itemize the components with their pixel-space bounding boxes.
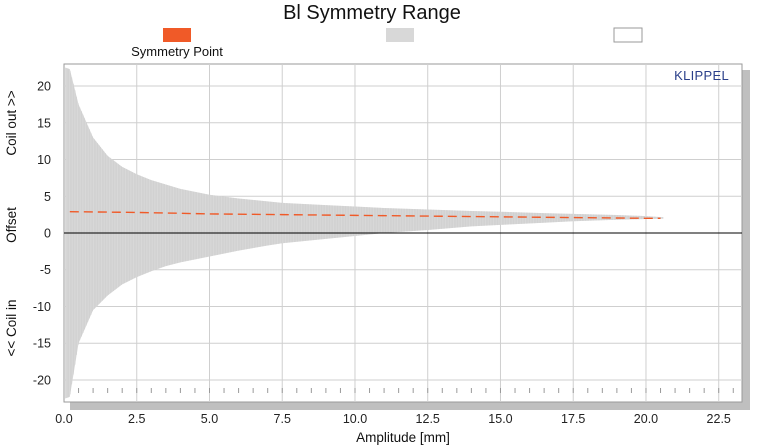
x-axis-title: Amplitude [mm] bbox=[356, 430, 450, 445]
plot-shadow-bottom bbox=[70, 402, 750, 410]
x-tick-label: 17.5 bbox=[561, 412, 585, 426]
y-tick-label: 15 bbox=[37, 116, 51, 130]
y-tick-label: 20 bbox=[37, 80, 51, 94]
minor-ticks bbox=[78, 388, 734, 393]
y-tick-labels: -20 -15 -10 -5 0 5 10 15 20 bbox=[33, 80, 51, 388]
brand-label: KLIPPEL bbox=[674, 68, 729, 83]
chart-title: Bl Symmetry Range bbox=[283, 2, 461, 24]
legend-label-0: Symmetry Point bbox=[131, 44, 223, 59]
y-tick-label: -10 bbox=[33, 300, 51, 314]
y-axis-title-top: Coil out >> bbox=[4, 90, 19, 155]
y-tick-label: -15 bbox=[33, 337, 51, 351]
x-tick-label: 12.5 bbox=[416, 412, 440, 426]
x-tick-label: 2.5 bbox=[128, 412, 145, 426]
legend-swatch-1 bbox=[386, 28, 414, 42]
x-tick-label: 20.0 bbox=[634, 412, 658, 426]
y-axis-title-bottom: << Coil in bbox=[4, 299, 19, 356]
legend-swatch-0 bbox=[163, 28, 191, 42]
y-tick-label: -20 bbox=[33, 373, 51, 387]
x-tick-label: 22.5 bbox=[707, 412, 731, 426]
x-tick-label: 5.0 bbox=[201, 412, 218, 426]
y-tick-label: 5 bbox=[44, 190, 51, 204]
x-tick-label: 15.0 bbox=[488, 412, 512, 426]
x-tick-label: 10.0 bbox=[343, 412, 367, 426]
range-hatching bbox=[65, 67, 663, 399]
symmetry-point-series bbox=[69, 210, 661, 220]
y-tick-label: 0 bbox=[44, 227, 51, 241]
x-tick-labels: 0.0 2.5 5.0 7.5 10.0 12.5 15.0 17.5 20.0 22.5 bbox=[55, 412, 731, 426]
y-tick-label: 10 bbox=[37, 153, 51, 167]
x-tick-label: 0.0 bbox=[55, 412, 72, 426]
x-tick-label: 7.5 bbox=[274, 412, 291, 426]
legend: Symmetry Point bbox=[131, 27, 643, 59]
y-tick-label: -5 bbox=[40, 263, 51, 277]
legend-swatch-2 bbox=[613, 27, 643, 43]
symmetry-point-line bbox=[69, 210, 661, 220]
plot-shadow bbox=[742, 70, 750, 410]
y-axis-title-middle: Offset bbox=[4, 207, 19, 243]
